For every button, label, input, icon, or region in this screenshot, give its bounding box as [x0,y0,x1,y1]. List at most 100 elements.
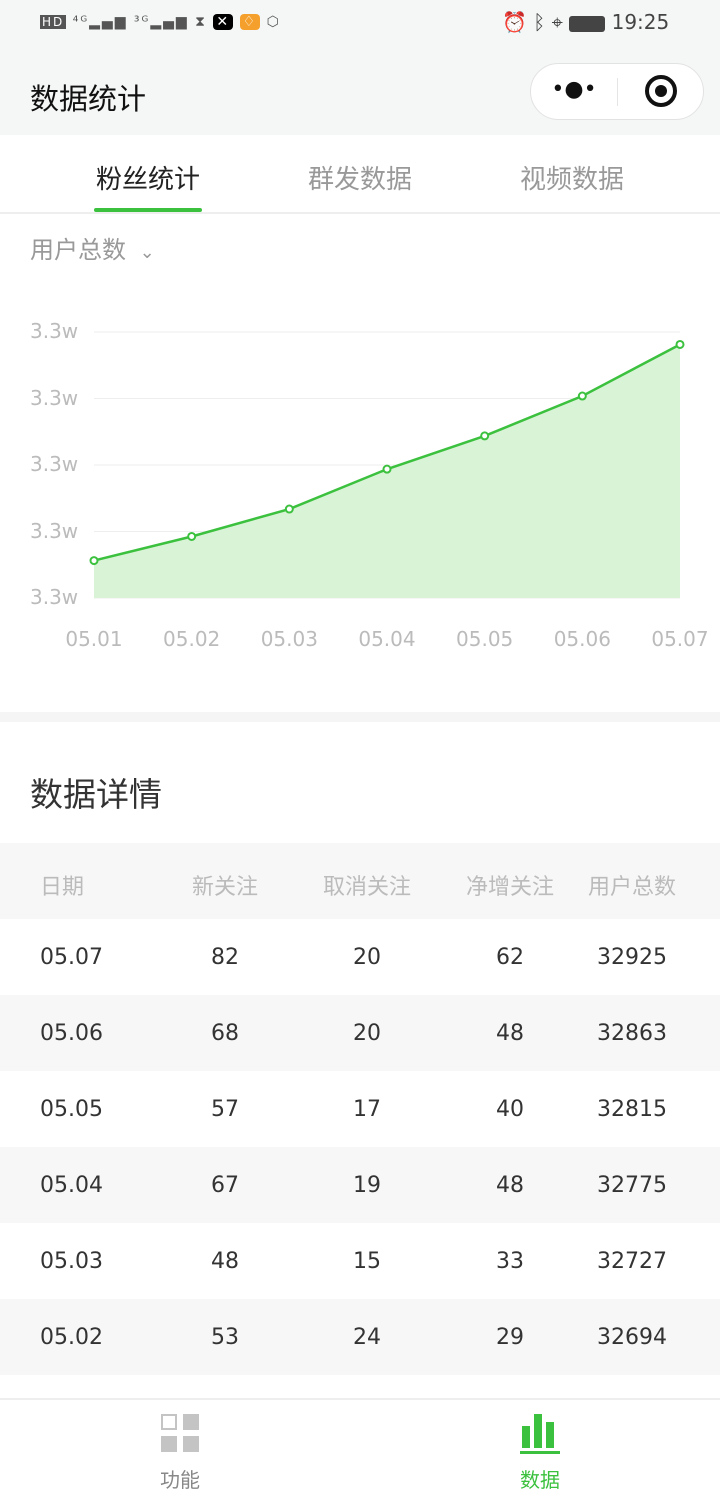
signal-4g-icon: ⁴ᴳ▂▄▆ [72,14,128,30]
table-cell: 17 [353,1097,381,1122]
nav-item-data[interactable]: 数据 [500,1400,580,1496]
battery-icon [569,15,606,32]
table-cell: 05.03 [40,1249,103,1274]
x-tick-label: 05.05 [456,627,514,651]
capcut-icon: ✕ [213,14,234,30]
y-tick-label: 3.3w [30,452,79,476]
header: 数据统计 •●• [0,48,720,135]
location-icon: ⌖ [551,10,563,34]
table-cell: 53 [211,1325,239,1350]
target-circle-icon [645,75,677,107]
table-cell: 48 [211,1249,239,1274]
status-right-icons: ⏰ ᛒ ⌖ 19:25 [502,10,669,34]
metric-dropdown[interactable]: 用户总数 ⌄ [30,230,155,265]
x-tick-label: 05.03 [260,627,318,651]
table-row: 05.02 53 24 29 32694 [0,1299,720,1375]
y-tick-label: 3.3w [30,319,79,343]
tab-broadcast[interactable]: 群发数据 [307,165,412,195]
status-bar: HD ⁴ᴳ▂▄▆ ³ᴳ▂▄▆ ⧗ ✕ ♢ ⬡ ⏰ ᛒ ⌖ 19:25 [0,0,720,48]
table-cell: 32694 [597,1325,667,1350]
status-left-icons: HD ⁴ᴳ▂▄▆ ³ᴳ▂▄▆ ⧗ ✕ ♢ ⬡ [40,14,281,30]
table-row: 05.05 57 17 40 32815 [0,1071,720,1147]
table-cell: 05.04 [40,1173,103,1198]
table-cell: 32815 [597,1097,667,1122]
table-cell: 32775 [597,1173,667,1198]
tab-video[interactable]: 视频数据 [519,165,624,195]
signal-3g-icon: ³ᴳ▂▄▆ [133,14,189,30]
grid-icon [161,1414,199,1452]
table-cell: 05.05 [40,1097,103,1122]
data-point[interactable] [675,339,685,349]
nav-label-functions: 功能 [160,1468,200,1492]
section-divider [0,712,720,722]
data-point[interactable] [480,431,490,441]
table-header: 日期 新关注 取消关注 净增关注 用户总数 [0,843,720,919]
more-button[interactable]: •●• [531,64,617,119]
column-header: 日期 [40,875,85,900]
table-cell: 32727 [597,1249,667,1274]
tab-fans[interactable]: 粉丝统计 [95,165,200,195]
hd-icon: HD [40,15,67,29]
x-tick-label: 05.06 [553,627,611,651]
data-point[interactable] [89,556,99,566]
table-cell: 05.06 [40,1021,103,1046]
bar-chart-icon [520,1412,560,1454]
tab-bar: 粉丝统计 群发数据 视频数据 [0,135,720,214]
data-point[interactable] [187,531,197,541]
table-cell: 20 [353,945,381,970]
y-tick-label: 3.3w [30,385,79,410]
x-tick-label: 05.04 [358,627,416,651]
data-point[interactable] [577,391,587,401]
table-row: 05.06 68 20 48 32863 [0,995,720,1071]
alarm-icon: ⏰ [502,10,527,34]
table-cell: 67 [211,1173,239,1198]
nav-item-functions[interactable]: 功能 [140,1400,220,1496]
x-tick-label: 05.07 [651,627,709,651]
table-cell: 05.02 [40,1325,103,1350]
status-time: 19:25 [611,10,670,34]
table-row: 05.07 82 20 62 32925 [0,919,720,995]
table-cell: 05.07 [40,945,103,970]
table-cell: 15 [353,1249,381,1274]
table-cell: 48 [496,1021,524,1046]
metric-label: 用户总数 [30,236,126,264]
table-cell: 62 [496,945,524,970]
table-row: 05.03 48 15 33 32727 [0,1223,720,1299]
table-cell: 32925 [597,945,667,970]
chart-svg [89,331,685,599]
table-cell: 82 [211,945,239,970]
page-title: 数据统计 [30,82,147,116]
data-point[interactable] [284,504,294,514]
x-tick-label: 05.02 [163,627,221,651]
table-cell: 48 [496,1173,524,1198]
column-header: 取消关注 [322,875,411,900]
table-cell: 20 [353,1021,381,1046]
close-button[interactable] [618,64,704,119]
y-tick-label: 3.3w [30,518,79,543]
active-tab-indicator [94,208,202,212]
hourglass-icon: ⧗ [195,14,207,30]
more-dots-icon: •●• [551,77,597,102]
table-cell: 40 [496,1097,524,1122]
bluetooth-icon: ᛒ [533,10,546,34]
table-cell: 57 [211,1097,239,1122]
mini-program-capsule: •●• [530,63,704,120]
column-header: 用户总数 [587,875,676,900]
chevron-down-icon: ⌄ [139,242,155,263]
column-header: 新关注 [191,875,258,900]
table-row: 05.04 67 19 48 32775 [0,1147,720,1223]
table-cell: 24 [353,1325,381,1350]
app-diamond-icon: ♢ [239,14,261,30]
x-tick-label: 05.01 [65,627,123,651]
capsule-divider [617,78,618,106]
table-cell: 19 [353,1173,381,1198]
table-cell: 68 [211,1021,239,1046]
y-tick-label: 3.3w [30,585,79,609]
column-header: 净增关注 [465,875,554,900]
nav-label-data: 数据 [520,1468,560,1492]
table-cell: 29 [496,1325,524,1350]
data-point[interactable] [382,464,392,474]
table-cell: 33 [496,1249,524,1274]
details-title: 数据详情 [30,775,162,814]
hand-icon: ⬡ [266,14,281,30]
